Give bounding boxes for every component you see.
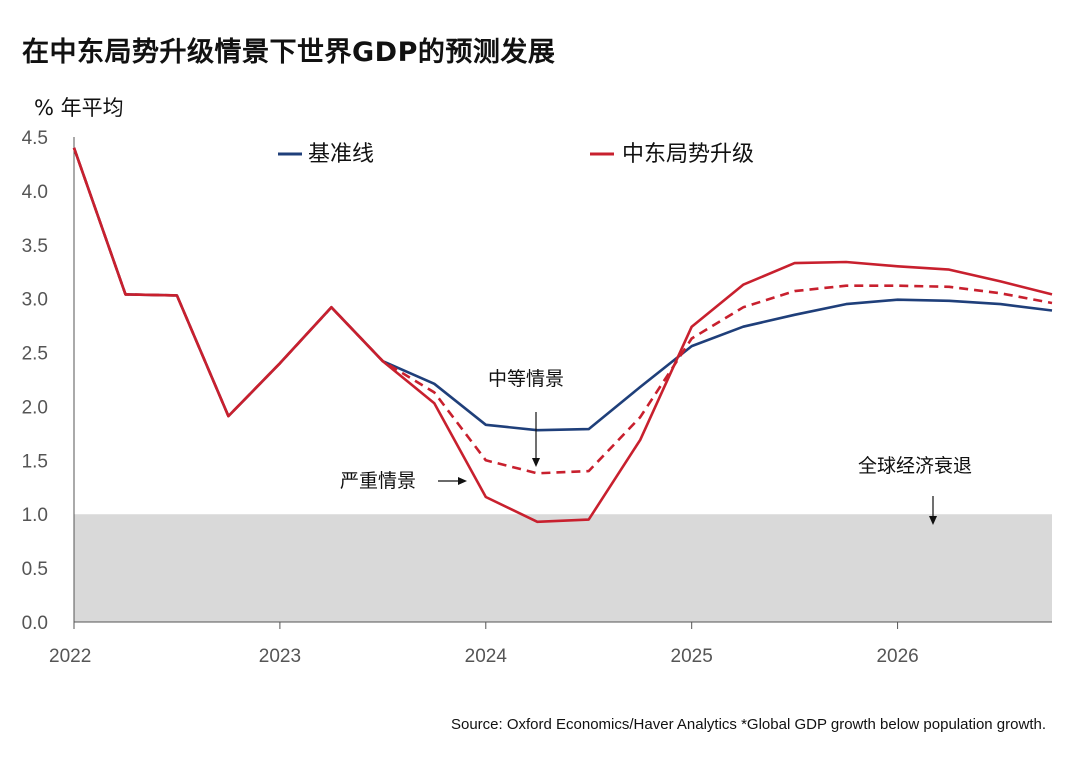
legend-label-escalation: 中东局势升级 — [622, 142, 754, 167]
annotation-recession-label: 全球经济衰退 — [858, 455, 972, 477]
annotation-recession-arrowhead — [929, 516, 937, 525]
annotation-severe-arrowhead — [458, 477, 467, 485]
x-tick-label: 2022 — [49, 646, 91, 667]
series-layer — [72, 147, 1053, 524]
source-note: Source: Oxford Economics/Haver Analytics… — [450, 716, 1046, 733]
y-tick-label: 1.0 — [22, 505, 48, 526]
annotation-severe-label: 严重情景 — [340, 470, 416, 492]
annotation-moderate-label: 中等情景 — [488, 368, 564, 390]
x-tick-label: 2023 — [259, 646, 301, 667]
recession-band — [74, 514, 1052, 622]
y-tick-label: 0.5 — [22, 559, 48, 580]
y-tick-label: 1.5 — [22, 451, 48, 472]
x-tick-label: 2025 — [671, 646, 713, 667]
y-tick-label: 0.0 — [22, 613, 48, 634]
x-tick-label: 2026 — [876, 646, 918, 667]
y-axis-ticks: 0.0 0.5 1.0 1.5 2.0 2.5 3.0 3.5 4.0 4.5 — [22, 128, 48, 634]
series-line-moderate — [72, 147, 1053, 475]
x-axis-ticks: 2022 2023 2024 2025 2026 — [49, 622, 919, 667]
y-tick-label: 4.5 — [22, 128, 48, 149]
series-line-severe — [72, 147, 1053, 524]
y-tick-label: 2.5 — [22, 344, 48, 365]
annotation-moderate-arrowhead — [532, 458, 540, 467]
x-tick-label: 2024 — [465, 646, 508, 667]
y-tick-label: 2.0 — [22, 397, 48, 418]
chart-title: 在中东局势升级情景下世界GDP的预测发展 — [22, 37, 556, 68]
y-tick-label: 3.0 — [22, 290, 48, 311]
y-axis-unit-label: % 年平均 — [34, 96, 124, 120]
y-tick-label: 4.0 — [22, 182, 48, 203]
legend-label-baseline: 基准线 — [308, 142, 374, 167]
y-tick-label: 3.5 — [22, 236, 48, 257]
